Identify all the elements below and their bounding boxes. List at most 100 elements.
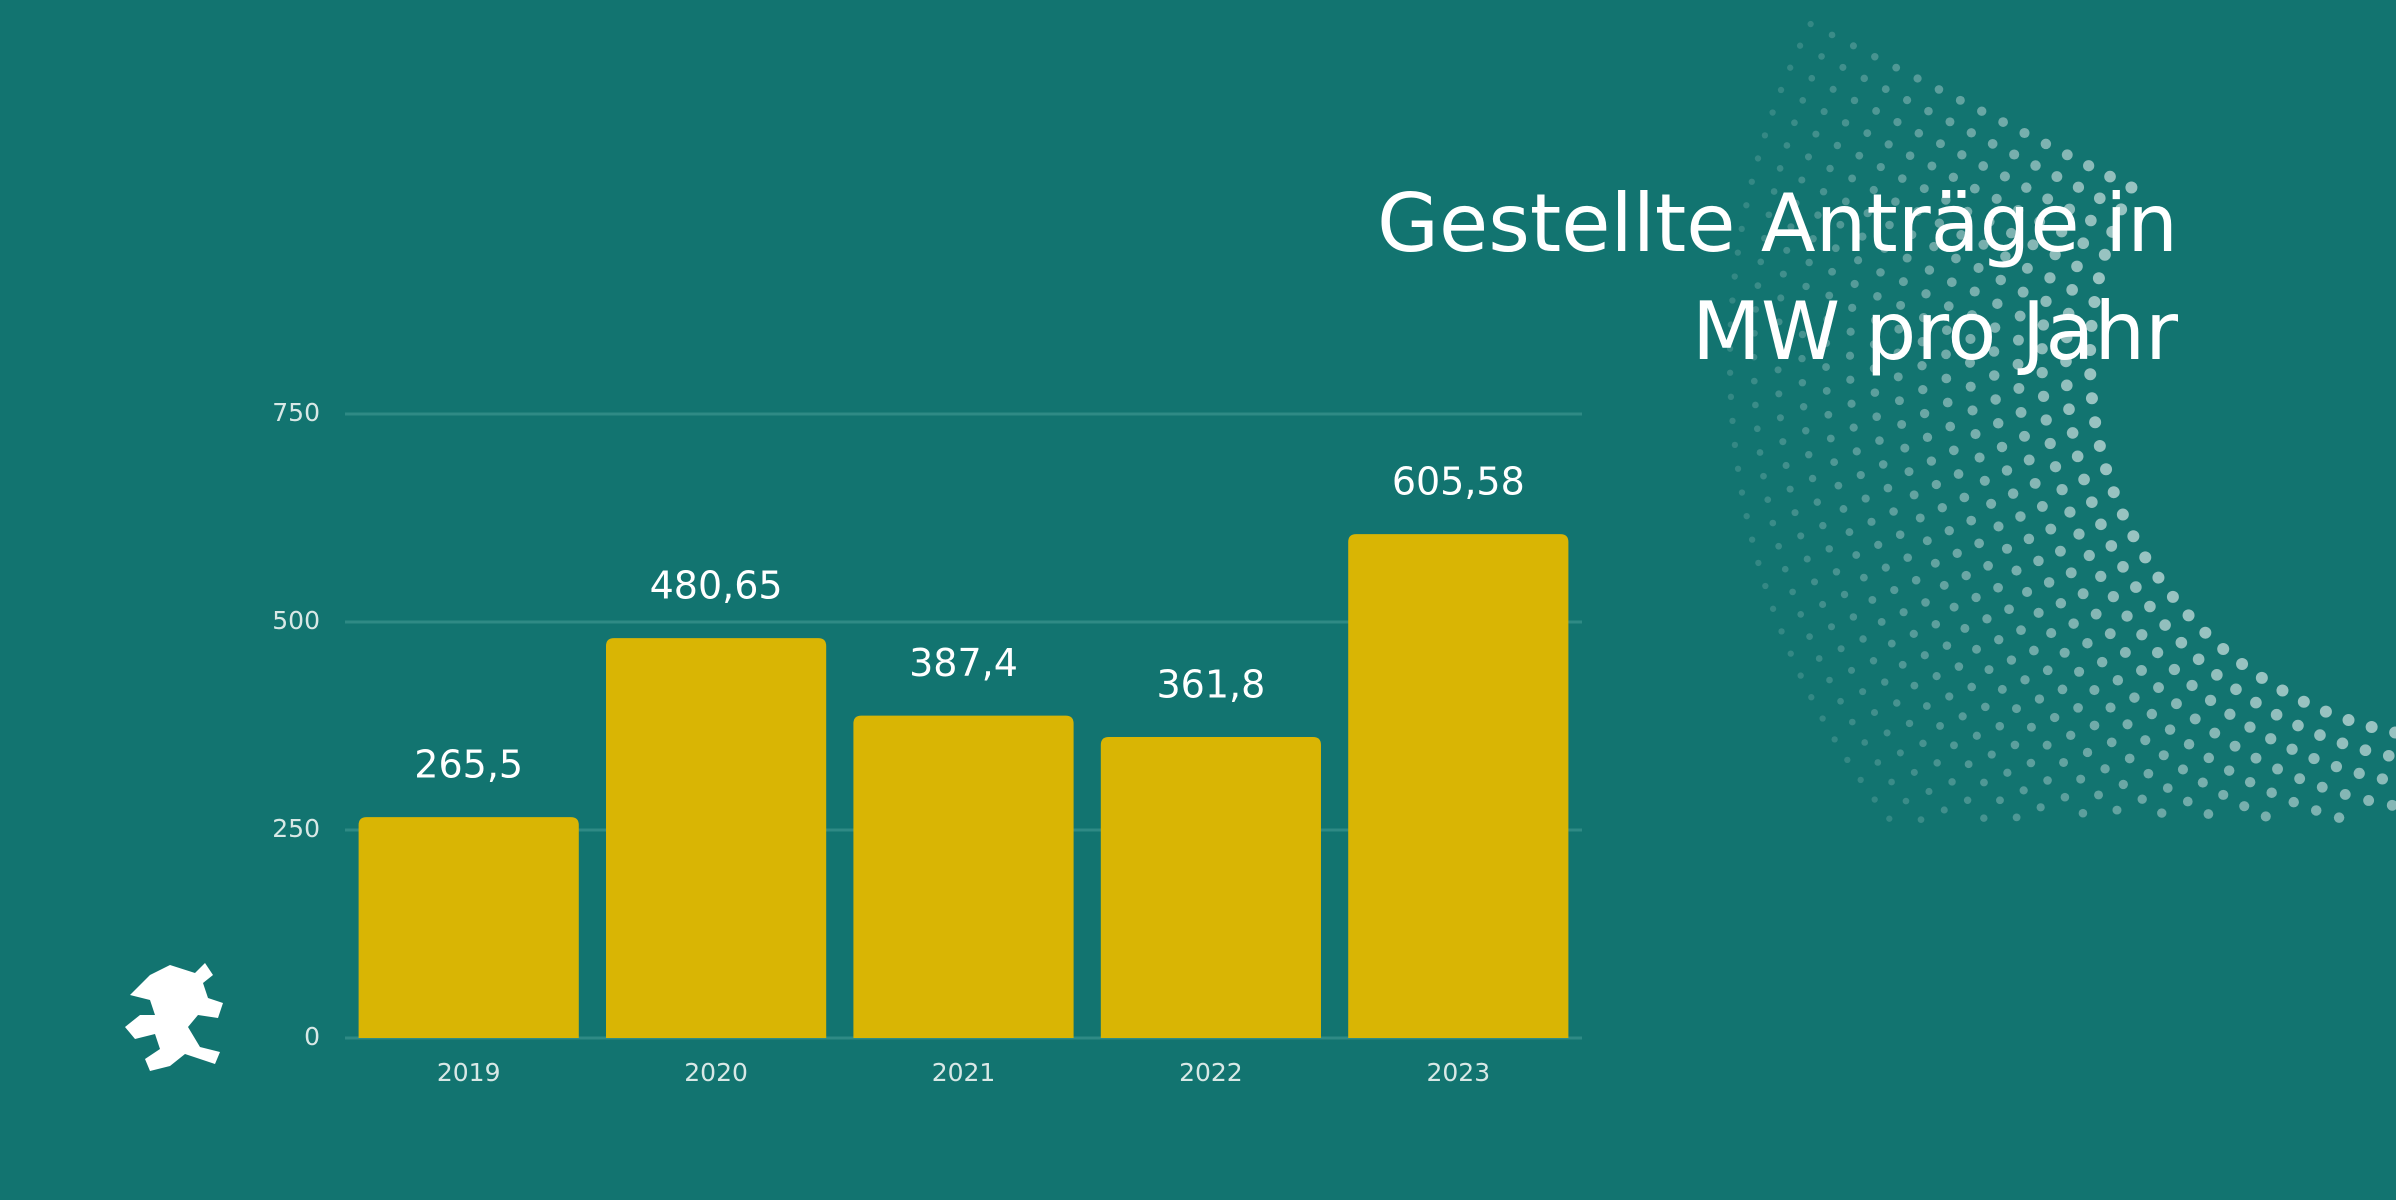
dot <box>2118 779 2128 790</box>
dot <box>1952 548 1962 558</box>
dot <box>1880 244 1889 253</box>
dot <box>2065 567 2077 579</box>
dot <box>2021 182 2032 193</box>
dot <box>2063 403 2075 416</box>
data-label: 605,58 <box>1392 460 1525 504</box>
dot <box>2244 776 2256 788</box>
dot <box>1919 408 1930 419</box>
dot <box>1764 496 1772 504</box>
dot <box>1836 220 1845 229</box>
dot <box>1756 449 1764 456</box>
dot <box>2027 239 2039 251</box>
dot <box>2107 590 2119 603</box>
dot <box>1787 650 1794 657</box>
dot <box>1897 419 1907 429</box>
dot <box>2085 319 2098 332</box>
dot <box>2209 727 2221 739</box>
dot <box>1797 672 1804 679</box>
dot <box>1883 729 1891 737</box>
dot <box>1943 301 1954 312</box>
dot <box>1738 489 1746 496</box>
dot <box>1761 234 1768 242</box>
dot <box>2389 726 2396 739</box>
dot <box>1917 816 1925 823</box>
dot <box>1848 174 1857 183</box>
dot <box>1922 432 1933 443</box>
data-label: 361,8 <box>1157 662 1266 706</box>
dot <box>2203 809 2214 819</box>
dot <box>1775 390 1783 398</box>
dot <box>2382 749 2395 762</box>
bar <box>853 715 1074 1038</box>
dot <box>2339 789 2351 800</box>
dot <box>2013 334 2024 346</box>
dot <box>1787 64 1794 71</box>
dot <box>1762 582 1769 590</box>
dot <box>2093 192 2106 205</box>
dot <box>2112 675 2124 686</box>
chart-title: Gestellte Anträge in MW pro Jahr <box>1376 177 2178 378</box>
dot <box>1942 397 1953 408</box>
dot <box>2044 437 2056 450</box>
dot <box>1863 129 1872 138</box>
dot <box>2164 724 2176 735</box>
dot <box>1778 628 1785 635</box>
dot <box>1789 588 1796 596</box>
dot <box>1924 106 1933 116</box>
dot <box>1948 445 1959 456</box>
dot <box>1787 223 1795 231</box>
dot <box>2030 160 2041 171</box>
dot <box>1776 414 1784 422</box>
dot <box>1726 345 1734 352</box>
dot <box>1729 297 1736 304</box>
dot <box>1966 515 1977 526</box>
dot <box>2033 555 2044 567</box>
dot <box>1966 128 1976 138</box>
dot <box>1898 277 1908 287</box>
dot <box>1981 702 1990 712</box>
dot <box>1839 505 1848 513</box>
dot <box>1883 483 1893 493</box>
dot <box>2055 598 2067 609</box>
dot <box>2040 295 2052 307</box>
dot <box>1905 151 1915 161</box>
dot <box>1829 85 1837 93</box>
dot <box>1810 578 1819 586</box>
dot <box>1727 393 1735 400</box>
dot <box>1941 373 1952 384</box>
dot <box>1889 507 1898 516</box>
dot <box>2186 679 2198 692</box>
dot <box>2089 720 2100 731</box>
dot <box>2017 286 2029 298</box>
dot <box>2085 214 2097 227</box>
dot <box>1989 370 2000 381</box>
dot <box>2122 719 2133 730</box>
dot <box>2011 565 2022 576</box>
dot <box>1925 787 1933 795</box>
dot <box>1819 521 1827 530</box>
dot <box>1945 117 1955 127</box>
dot <box>2342 714 2355 727</box>
dot <box>1962 206 1973 217</box>
dot <box>2177 764 2189 775</box>
dot <box>2286 743 2298 755</box>
dot <box>1885 220 1894 230</box>
dot <box>1969 286 1980 297</box>
dot <box>1958 712 1967 721</box>
dot <box>2073 528 2085 540</box>
dot <box>2013 382 2025 394</box>
dot <box>1921 289 1931 299</box>
dot <box>1776 165 1784 172</box>
dot <box>1859 635 1867 643</box>
dot <box>1743 202 1750 209</box>
dot <box>1932 671 1941 681</box>
dot <box>1760 472 1767 480</box>
dot <box>2330 760 2343 773</box>
dot <box>2036 343 2048 355</box>
x-tick-label: 2023 <box>1426 1058 1490 1087</box>
bar <box>358 817 579 1038</box>
dot <box>2353 767 2365 780</box>
dot <box>1752 306 1760 313</box>
dot <box>2076 774 2086 784</box>
